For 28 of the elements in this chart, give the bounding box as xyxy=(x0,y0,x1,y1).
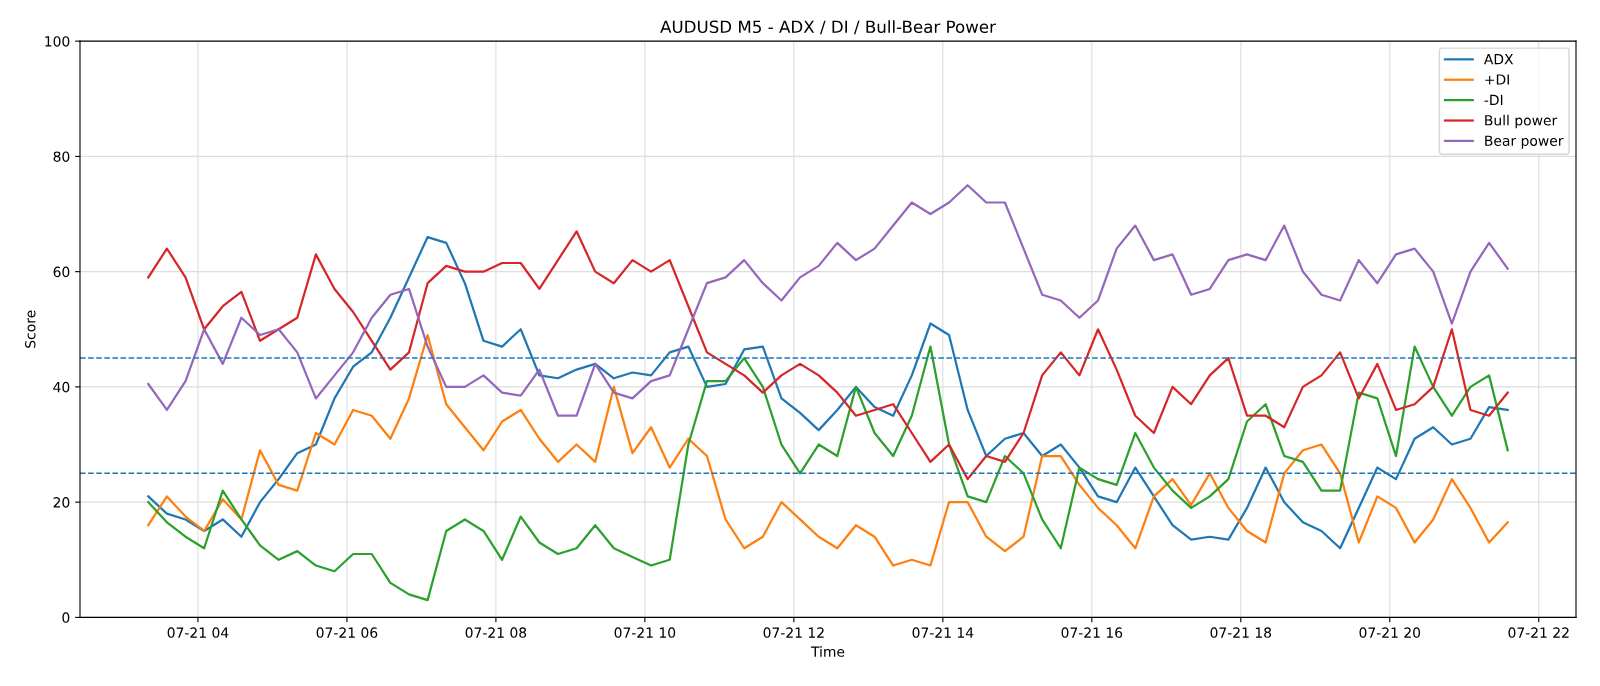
x-tick-label: 07-21 14 xyxy=(912,627,974,638)
x-tick-label: 07-21 22 xyxy=(1508,627,1569,638)
x-tick-label: 07-21 10 xyxy=(614,627,676,638)
x-tick-label: 07-21 16 xyxy=(1061,627,1123,638)
y-tick-label: 0 xyxy=(62,612,70,623)
y-tick-label: 100 xyxy=(45,36,70,47)
legend-label: ADX xyxy=(1483,54,1514,65)
legend-label: Bull power xyxy=(1485,114,1558,129)
x-tick-label: 07-21 06 xyxy=(316,627,378,638)
y-axis-title: Score xyxy=(25,310,36,348)
line-series xyxy=(147,333,1509,567)
x-tick-label: 07-21 12 xyxy=(763,627,824,638)
line-series xyxy=(147,345,1509,602)
chart-title: AUDUSD M5 - ADX / DI / Bull-Bear Power xyxy=(660,20,996,35)
x-axis-title: Time xyxy=(810,646,845,657)
x-tick-label: 07-21 18 xyxy=(1210,627,1272,638)
legend-label: -DI xyxy=(1484,94,1503,105)
y-tick-label: 80 xyxy=(53,151,70,162)
y-tick-label: 60 xyxy=(53,266,70,278)
x-tick-label: 07-21 04 xyxy=(167,627,229,638)
line-series xyxy=(147,230,1509,481)
x-tick-label: 07-21 20 xyxy=(1359,627,1421,638)
legend-label: +DI xyxy=(1485,74,1509,85)
y-tick-label: 40 xyxy=(53,381,70,393)
line-series xyxy=(147,184,1509,417)
y-tick-label: 20 xyxy=(53,497,70,508)
legend-label: Bear power xyxy=(1485,135,1564,149)
x-tick-label: 07-21 08 xyxy=(465,627,527,638)
